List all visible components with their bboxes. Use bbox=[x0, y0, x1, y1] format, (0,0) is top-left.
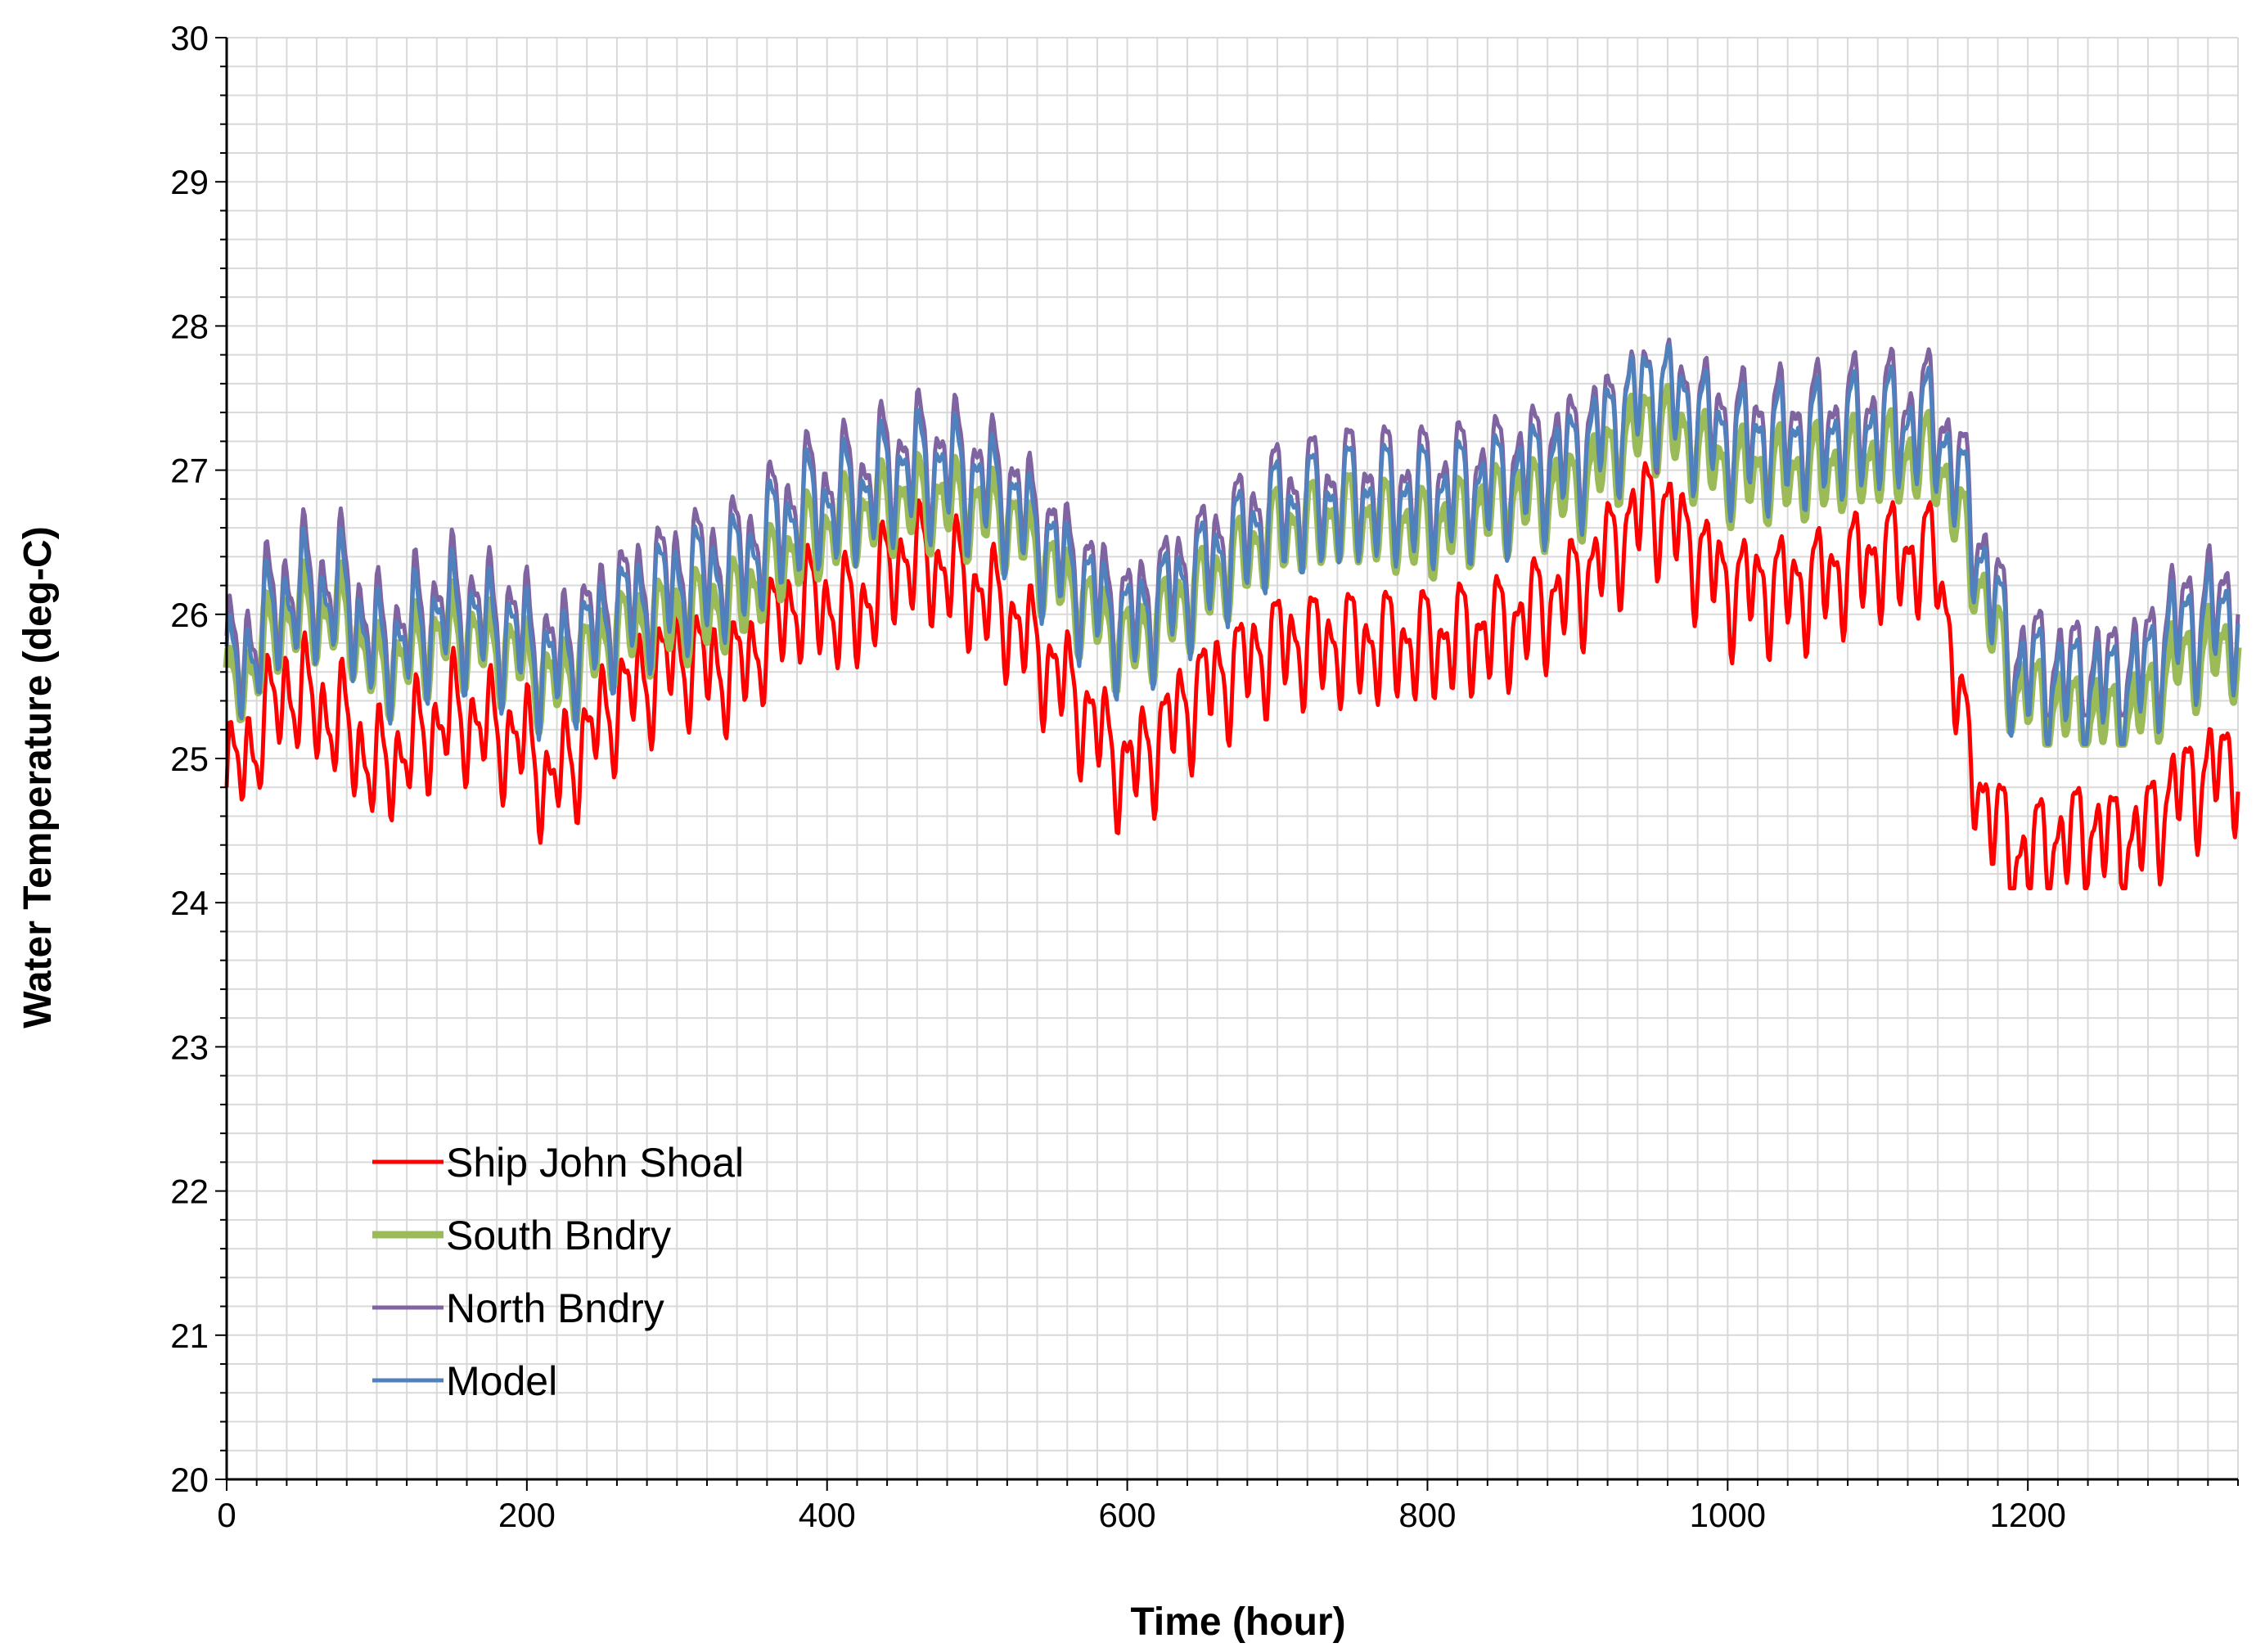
legend-label: South Bndry bbox=[446, 1213, 671, 1258]
tick-labels: 0 200 400 600 800 1000 1200 20 21 22 23 24 25 26 27 28 2… bbox=[170, 19, 2066, 1534]
x-tick-label: 600 bbox=[1099, 1496, 1156, 1534]
y-tick-label: 23 bbox=[170, 1028, 209, 1066]
y-tick-label: 26 bbox=[170, 596, 209, 634]
x-axis-title: Time (hour) bbox=[1130, 1600, 1345, 1644]
y-tick-label: 21 bbox=[170, 1317, 209, 1355]
legend-label: Model bbox=[446, 1358, 557, 1404]
x-tick-label: 1200 bbox=[1989, 1496, 2065, 1534]
x-tick-label: 1000 bbox=[1690, 1496, 1766, 1534]
legend-label: Ship John Shoal bbox=[446, 1140, 744, 1186]
x-tick-label: 400 bbox=[799, 1496, 856, 1534]
y-tick-label: 22 bbox=[170, 1173, 209, 1211]
y-tick-label: 30 bbox=[170, 19, 209, 57]
x-tick-label: 0 bbox=[217, 1496, 236, 1534]
series-line-model bbox=[224, 342, 2240, 746]
y-tick-label: 28 bbox=[170, 307, 209, 345]
y-tick-label: 25 bbox=[170, 740, 209, 778]
x-tick-label: 200 bbox=[498, 1496, 556, 1534]
legend: Ship John Shoal South Bndry North Bndry Mod… bbox=[372, 1140, 744, 1404]
series-line-ship-john-shoal bbox=[224, 461, 2240, 891]
axes bbox=[215, 37, 2239, 1491]
legend-label: North Bndry bbox=[446, 1285, 664, 1331]
y-tick-label: 29 bbox=[170, 163, 209, 201]
y-axis-title: Water Temperature (deg-C) bbox=[16, 526, 60, 1028]
y-tick-label: 24 bbox=[170, 884, 209, 922]
grid-lines bbox=[227, 37, 2239, 1479]
y-tick-label: 20 bbox=[170, 1461, 209, 1499]
x-tick-label: 800 bbox=[1398, 1496, 1456, 1534]
series-lines bbox=[223, 337, 2242, 891]
y-tick-label: 27 bbox=[170, 452, 209, 490]
